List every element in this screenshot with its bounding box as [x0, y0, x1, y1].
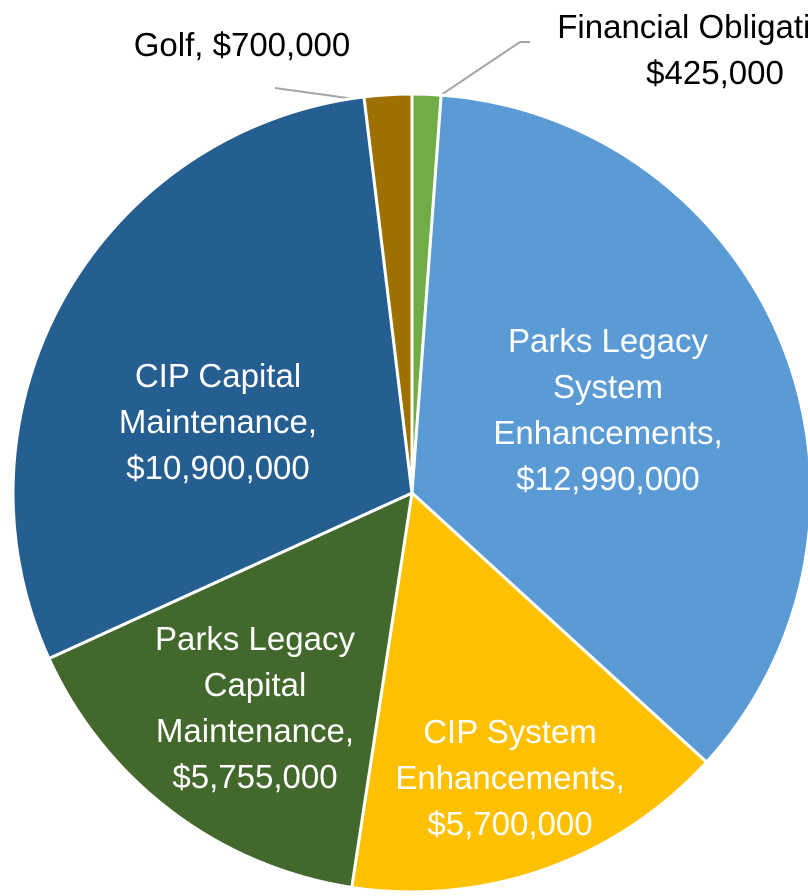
label-category: Parks Legacy Capital Maintenance, [155, 620, 355, 749]
label-value: $12,990,000 [516, 460, 700, 497]
label-category: CIP System Enhancements, [395, 713, 625, 796]
label-category: Parks Legacy System Enhancements, [493, 322, 723, 451]
label-value: $5,755,000 [172, 758, 338, 795]
data-label: Golf, $700,000 [82, 22, 402, 68]
data-label: CIP Capital Maintenance, $10,900,000 [88, 353, 348, 491]
slice [47, 491, 414, 889]
slice [362, 92, 414, 495]
data-label: CIP System Enhancements, $5,700,000 [375, 709, 645, 847]
slices [11, 92, 808, 894]
label-value: $5,700,000 [427, 805, 593, 842]
data-label: Financial Obligations, $425,000 [525, 4, 808, 96]
label-category: Financial Obligations, [557, 8, 808, 45]
data-label: Parks Legacy System Enhancements, $12,99… [473, 318, 743, 502]
label-value: $700,000 [212, 26, 351, 63]
slice [410, 93, 808, 764]
label-value: $10,900,000 [126, 449, 310, 486]
label-value: $425,000 [646, 54, 784, 91]
label-category: Golf, [133, 26, 204, 63]
slice [350, 491, 709, 894]
slice [11, 95, 414, 660]
leader-line [437, 41, 530, 98]
label-category: CIP Capital Maintenance, [118, 357, 318, 440]
data-label: Parks Legacy Capital Maintenance, $5,755… [135, 616, 375, 800]
